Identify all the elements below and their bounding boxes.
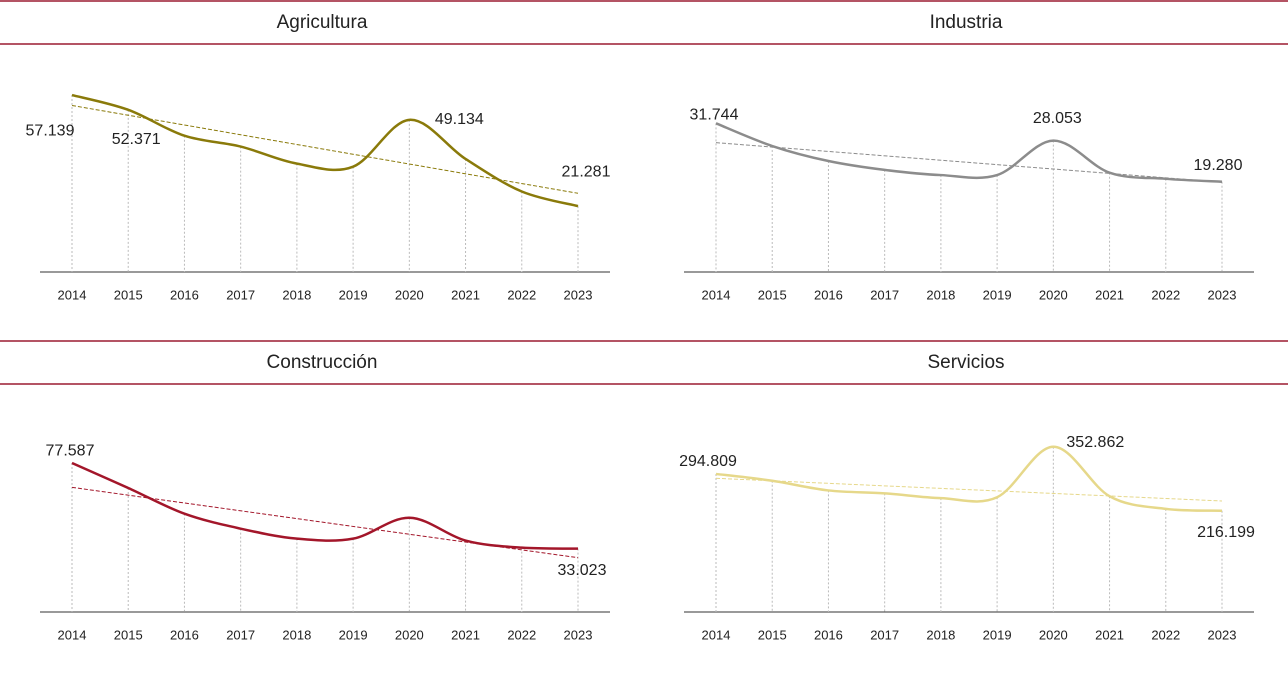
x-tick-label: 2021 — [451, 287, 480, 302]
data-label: 31.744 — [690, 107, 739, 124]
x-tick-label: 2017 — [870, 287, 899, 302]
x-tick-label: 2014 — [58, 287, 87, 302]
chart-title: Servicios — [927, 352, 1004, 373]
chart-title: Industria — [930, 12, 1003, 33]
x-tick-label: 2022 — [1151, 627, 1180, 642]
chart-title: Agricultura — [277, 12, 368, 33]
x-tick-label: 2018 — [282, 627, 311, 642]
x-tick-label: 2016 — [814, 287, 843, 302]
series-line — [71, 461, 579, 550]
x-tick-label: 2018 — [282, 287, 311, 302]
data-label: 77.587 — [46, 442, 95, 459]
x-tick-label: 2017 — [226, 287, 255, 302]
x-tick-label: 2020 — [1039, 287, 1068, 302]
x-tick-label: 2015 — [114, 627, 143, 642]
x-tick-label: 2018 — [926, 627, 955, 642]
x-tick-label: 2015 — [758, 287, 787, 302]
data-label: 352.862 — [1066, 434, 1124, 451]
data-label: 19.280 — [1194, 157, 1243, 174]
trend-line — [71, 104, 579, 194]
x-tick-label: 2014 — [702, 287, 731, 302]
x-tick-label: 2021 — [1095, 287, 1124, 302]
x-tick-label: 2023 — [564, 287, 593, 302]
x-tick-label: 2023 — [564, 627, 593, 642]
x-tick-label: 2016 — [814, 627, 843, 642]
x-tick-label: 2023 — [1208, 287, 1237, 302]
series-line — [715, 122, 1223, 183]
trend-line — [715, 142, 1223, 183]
x-tick-label: 2019 — [339, 627, 368, 642]
trend-line — [71, 486, 579, 559]
series-line — [715, 445, 1223, 513]
x-tick-label: 2018 — [926, 287, 955, 302]
data-label: 49.134 — [435, 111, 484, 128]
x-tick-label: 2021 — [451, 627, 480, 642]
x-tick-label: 2020 — [395, 287, 424, 302]
chart-title: Construcción — [267, 352, 378, 373]
data-label: 216.199 — [1197, 524, 1255, 541]
data-label: 52.371 — [112, 131, 161, 148]
data-label: 57.139 — [26, 122, 75, 139]
x-tick-label: 2020 — [395, 627, 424, 642]
data-label: 33.023 — [558, 562, 607, 579]
x-tick-label: 2021 — [1095, 627, 1124, 642]
x-tick-label: 2016 — [170, 627, 199, 642]
x-tick-label: 2019 — [983, 287, 1012, 302]
series-line — [71, 93, 579, 208]
x-tick-label: 2019 — [983, 627, 1012, 642]
x-tick-label: 2017 — [226, 627, 255, 642]
x-tick-label: 2014 — [58, 627, 87, 642]
x-tick-label: 2020 — [1039, 627, 1068, 642]
x-tick-label: 2015 — [114, 287, 143, 302]
x-tick-label: 2019 — [339, 287, 368, 302]
data-label: 294.809 — [679, 453, 737, 470]
data-label: 21.281 — [562, 163, 611, 180]
data-label: 28.053 — [1033, 110, 1082, 127]
trend-line — [715, 477, 1223, 502]
x-tick-label: 2016 — [170, 287, 199, 302]
x-tick-label: 2017 — [870, 627, 899, 642]
x-tick-label: 2023 — [1208, 627, 1237, 642]
x-tick-label: 2015 — [758, 627, 787, 642]
x-tick-label: 2014 — [702, 627, 731, 642]
x-tick-label: 2022 — [507, 627, 536, 642]
x-tick-label: 2022 — [507, 287, 536, 302]
x-tick-label: 2022 — [1151, 287, 1180, 302]
